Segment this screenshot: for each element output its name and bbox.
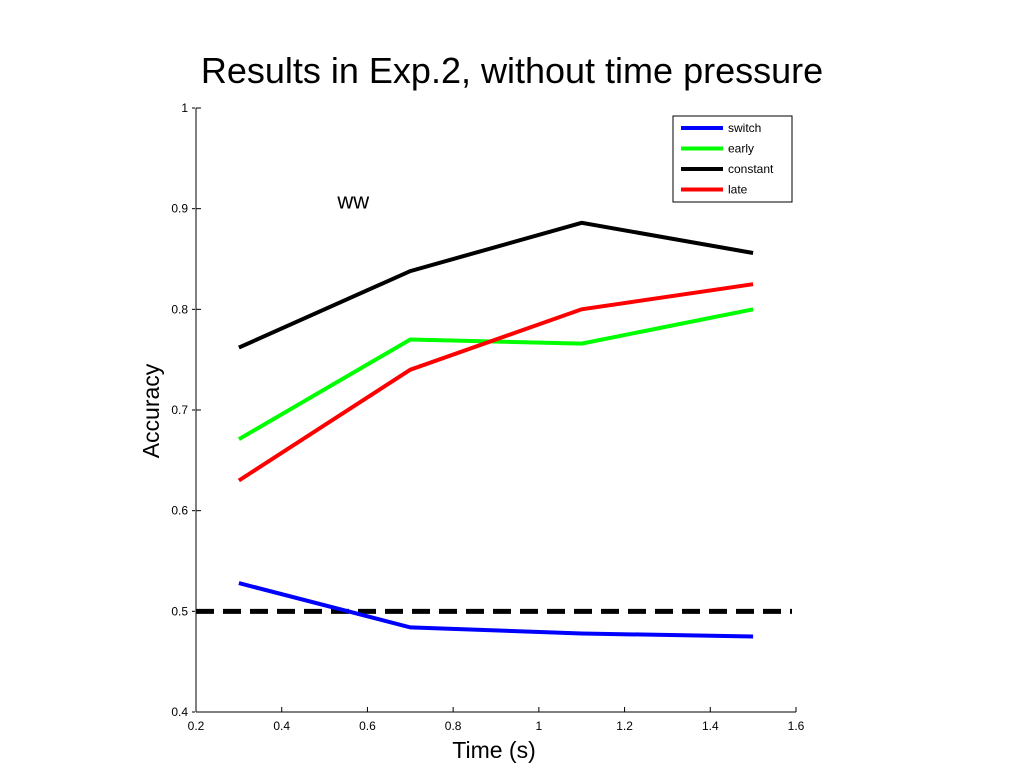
series-line-late	[237, 282, 754, 483]
y-tick-label: 0.9	[171, 202, 188, 216]
x-tick-label: 1.6	[788, 719, 805, 733]
legend-label-late: late	[728, 183, 748, 197]
x-axis-title: Time (s)	[452, 737, 535, 763]
x-tick-label: 1.2	[616, 719, 633, 733]
y-axis-title: Accuracy	[138, 363, 164, 458]
x-tick-label: 1.4	[702, 719, 719, 733]
chart-title: Results in Exp.2, without time pressure	[200, 50, 824, 91]
x-tick-label: 1	[536, 719, 543, 733]
legend: switch early constant late	[672, 115, 793, 203]
legend-label-early: early	[728, 142, 754, 156]
annotation-label: ww	[336, 189, 369, 214]
y-tick-label: 1	[181, 101, 188, 115]
axes: 0.40.50.60.70.80.910.2 0.4 0.6 0.8 1 1.2 1.4 1.…	[171, 101, 804, 733]
y-tick-label: 0.4	[171, 705, 188, 719]
y-tick-label: 0.8	[171, 302, 188, 316]
x-tick-label: 0.6	[359, 719, 376, 733]
x-tick-label: 0.2	[188, 719, 205, 733]
series-lines	[237, 220, 754, 639]
y-tick-label: 0.5	[171, 604, 188, 618]
x-tick-label: 0.4	[273, 719, 290, 733]
series-line-early	[237, 307, 754, 441]
legend-label-constant: constant	[728, 162, 774, 176]
x-tick-label: 0.8	[445, 719, 462, 733]
series-line-switch	[238, 581, 754, 639]
y-tick-label: 0.7	[171, 403, 188, 417]
series-line-constant	[238, 220, 754, 350]
y-tick-label: 0.6	[171, 504, 188, 518]
legend-label-switch: switch	[728, 121, 761, 135]
